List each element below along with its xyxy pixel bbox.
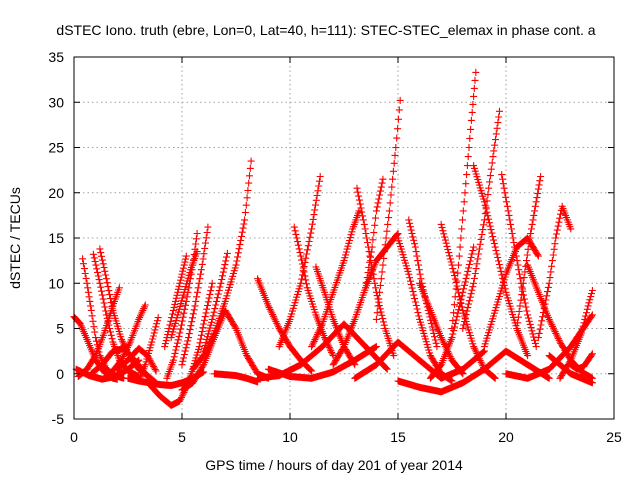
series-points [351, 338, 488, 382]
series-points [513, 173, 545, 332]
series-points [72, 356, 143, 383]
series-40 [480, 234, 542, 351]
y-tick-label: 30 [48, 94, 64, 110]
chart-title: dSTEC Iono. truth (ebre, Lon=0, Lat=40, … [56, 22, 595, 38]
series-25 [308, 207, 363, 351]
y-axis-label: dSTEC / TECUs [7, 187, 23, 289]
x-tick-label: 0 [70, 429, 78, 445]
series-points [308, 207, 363, 351]
x-tick-label: 25 [606, 429, 622, 445]
y-tick-label: 0 [56, 366, 64, 382]
series-19 [210, 370, 262, 386]
series-38 [459, 107, 503, 332]
series-points [161, 252, 190, 351]
series-points [480, 234, 542, 351]
series-41 [513, 173, 545, 332]
series-17 [200, 249, 231, 355]
series-47 [567, 350, 596, 373]
x-tick-label: 5 [178, 429, 186, 445]
series-28 [372, 96, 404, 323]
series-points [362, 175, 387, 292]
y-tick-label: -5 [52, 411, 65, 427]
series-18 [178, 306, 272, 394]
y-tick-label: 15 [48, 230, 64, 246]
series-14 [163, 230, 201, 382]
y-axis-ticks: -5 0 5 10 15 20 25 30 35 [48, 49, 614, 427]
series-5 [72, 356, 143, 383]
series-points [178, 223, 212, 369]
x-tick-label: 15 [390, 429, 406, 445]
series-points [534, 202, 575, 342]
series-43 [534, 202, 575, 342]
series-37 [470, 162, 532, 360]
series-48 [394, 347, 553, 396]
series-points [163, 230, 201, 382]
series-points [470, 162, 532, 360]
series-13 [167, 248, 201, 342]
y-tick-label: 20 [48, 185, 64, 201]
series-9 [87, 344, 160, 387]
y-tick-label: 35 [48, 49, 64, 65]
series-points [87, 344, 160, 387]
series-33 [416, 279, 467, 378]
x-axis-label: GPS time / hours of day 201 of year 2014 [205, 457, 463, 473]
x-axis-ticks: 0 5 10 15 20 25 [70, 57, 622, 445]
series-points [178, 306, 272, 394]
series-points [372, 96, 404, 323]
series-35 [448, 68, 480, 332]
y-tick-label: 5 [56, 321, 64, 337]
series-points [200, 249, 231, 355]
series-39 [498, 171, 540, 351]
x-tick-label: 20 [498, 429, 514, 445]
series-points [498, 171, 540, 351]
series-points [448, 68, 480, 332]
series-points [567, 350, 596, 373]
series-22 [275, 173, 324, 351]
data-marks [70, 68, 596, 409]
series-16 [189, 157, 255, 373]
series-points [210, 370, 262, 386]
series-points [189, 157, 255, 373]
y-tick-label: 10 [48, 275, 64, 291]
series-34 [426, 243, 478, 382]
series-points [416, 279, 467, 378]
series-points [275, 173, 324, 351]
series-points [264, 343, 380, 382]
series-29 [362, 175, 387, 292]
series-points [459, 107, 503, 332]
series-points [556, 287, 596, 382]
series-49 [264, 343, 380, 382]
series-points [426, 243, 478, 382]
series-12 [161, 252, 190, 351]
x-tick-label: 10 [282, 429, 298, 445]
series-points [167, 248, 201, 342]
series-15 [178, 223, 212, 369]
series-46 [556, 287, 596, 382]
series-points [254, 275, 316, 375]
series-20 [254, 275, 316, 375]
y-tick-label: 25 [48, 140, 64, 156]
series-points [394, 347, 553, 396]
series-32 [351, 338, 488, 382]
